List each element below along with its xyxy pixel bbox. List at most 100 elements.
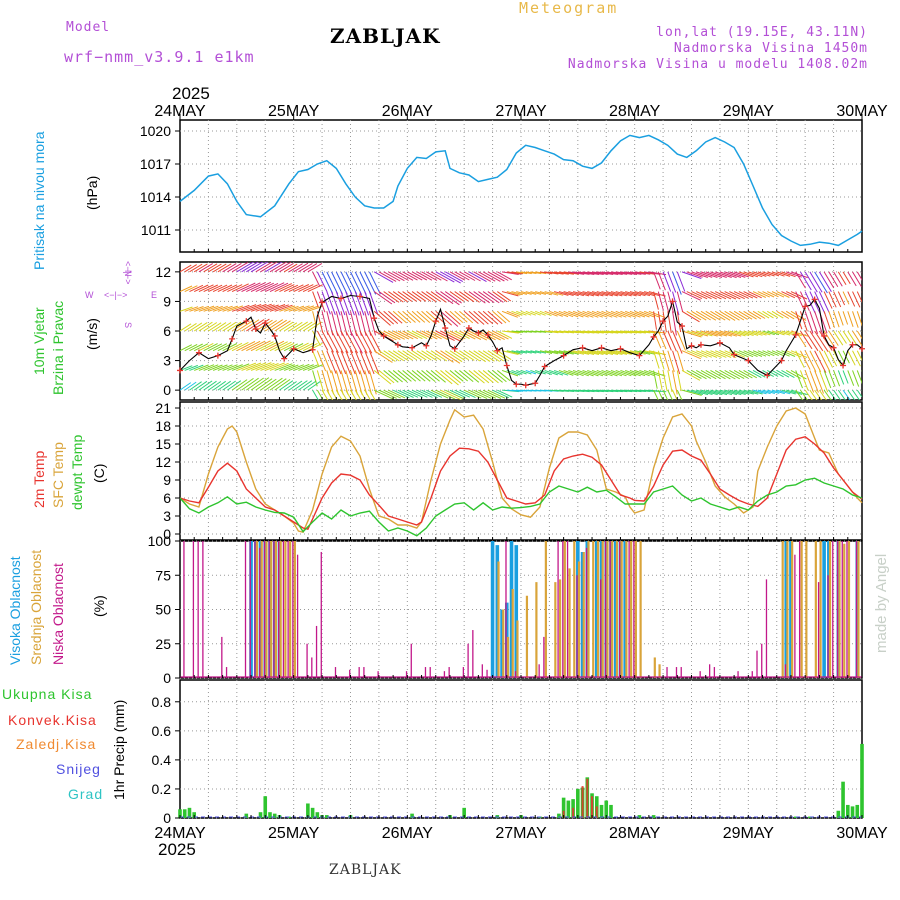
- wind-barb: [582, 271, 600, 275]
- wind-barb: [781, 310, 795, 320]
- wind-barb: [279, 262, 294, 273]
- wind-barb: [733, 330, 750, 337]
- wind-barb: [861, 350, 862, 352]
- wind-barb: [444, 350, 463, 363]
- wind-barb: [193, 263, 208, 273]
- wind-barb: [606, 350, 623, 355]
- precip-total-bar: [576, 788, 580, 818]
- date-label-bottom: 27MAY: [495, 825, 547, 842]
- wind-barb: [198, 342, 214, 352]
- wind-barb: [345, 370, 354, 395]
- wind-barb: [818, 271, 832, 293]
- wind-barb: [767, 271, 780, 277]
- wind-barb: [227, 342, 243, 352]
- wind-barb: [837, 389, 846, 400]
- wind-speed-point: [380, 332, 387, 339]
- wind-barb: [743, 350, 758, 358]
- wind-barb: [809, 330, 824, 352]
- wind-barb: [563, 369, 579, 376]
- wind-barb: [184, 285, 198, 293]
- wind-barb: [506, 350, 521, 355]
- wind-barb: [316, 370, 324, 392]
- cloud-ytick-label: 50: [155, 602, 171, 618]
- wind-barb: [321, 311, 329, 335]
- date-label-bottom: 24MAY: [154, 825, 206, 842]
- wind-barb: [696, 350, 712, 358]
- wind-barb: [269, 319, 287, 332]
- wind-barb: [615, 330, 633, 334]
- wind-barb: [501, 291, 519, 297]
- wind-barb: [653, 350, 660, 369]
- wind-barb: [364, 271, 377, 295]
- wind-barb: [549, 310, 563, 317]
- wind-barb: [606, 369, 623, 377]
- wind-barb: [648, 369, 666, 377]
- legend-snow: Snijeg: [56, 761, 101, 777]
- wind-barb: [828, 350, 838, 367]
- wind-barb: [657, 271, 666, 291]
- wind-barb: [269, 362, 289, 371]
- wind-barb: [544, 369, 558, 376]
- wind-barb: [217, 380, 231, 391]
- precip-total-bar: [860, 743, 864, 818]
- wind-barb: [738, 271, 754, 278]
- wind-barb: [421, 350, 437, 361]
- wind-barb: [657, 291, 664, 311]
- wind-barb: [350, 389, 357, 400]
- wind-barb: [340, 271, 353, 295]
- wind-barb: [776, 310, 790, 319]
- wind-barb: [790, 389, 809, 396]
- wind-barb: [786, 389, 803, 395]
- wind-barb: [752, 310, 766, 319]
- wind-barb: [373, 389, 395, 400]
- wind-barb: [265, 282, 285, 293]
- wind-barb: [198, 321, 213, 332]
- wind-barb: [572, 310, 589, 318]
- altitude-label: Nadmorska Visina 1450m: [673, 41, 868, 56]
- wind-barb: [705, 389, 723, 396]
- wind-barb: [648, 291, 666, 297]
- wind-barb: [814, 291, 826, 315]
- wind-barb: [435, 291, 454, 305]
- wind-barb: [516, 291, 528, 295]
- wind-barb: [767, 389, 780, 394]
- wind-barb: [212, 263, 227, 273]
- wind-barb: [364, 370, 373, 395]
- wind-barb: [312, 271, 321, 287]
- pressure-ylabel: Pritisak na nivou mora: [31, 131, 47, 270]
- wind-barb: [539, 271, 553, 275]
- wind-barb: [676, 271, 686, 292]
- wind-barb: [757, 310, 770, 319]
- wind-barb: [326, 271, 339, 295]
- tsfc-series: [179, 407, 863, 534]
- wind-barb: [478, 389, 497, 399]
- wind-barb: [667, 271, 677, 293]
- wind-barb: [444, 370, 462, 384]
- wind-barb: [809, 271, 823, 293]
- wind-barb: [662, 370, 668, 392]
- wind-barb: [354, 370, 363, 395]
- wind-barb: [288, 380, 303, 391]
- wind-barb: [241, 282, 261, 293]
- wind-barb: [440, 330, 462, 342]
- wind-barb: [776, 271, 791, 277]
- wind-barb: [411, 389, 428, 398]
- wind-barb: [539, 291, 553, 296]
- wind-barb: [231, 262, 249, 273]
- wind-barb: [615, 310, 632, 318]
- wind-barb: [591, 330, 609, 334]
- wind-barb: [435, 389, 456, 400]
- wind-barb: [771, 350, 785, 357]
- wind-barb: [700, 330, 718, 337]
- wind-barb: [236, 282, 256, 293]
- wind-barb: [497, 330, 513, 339]
- wind-barb: [189, 322, 203, 332]
- wind-barb: [302, 364, 319, 371]
- wind-barb: [809, 370, 819, 393]
- wind-barb: [653, 311, 657, 330]
- wind-barb: [302, 342, 318, 352]
- wind-barb: [549, 350, 564, 355]
- wind-barb: [743, 389, 759, 395]
- wind-barb: [681, 271, 702, 279]
- wind-barb: [587, 310, 603, 318]
